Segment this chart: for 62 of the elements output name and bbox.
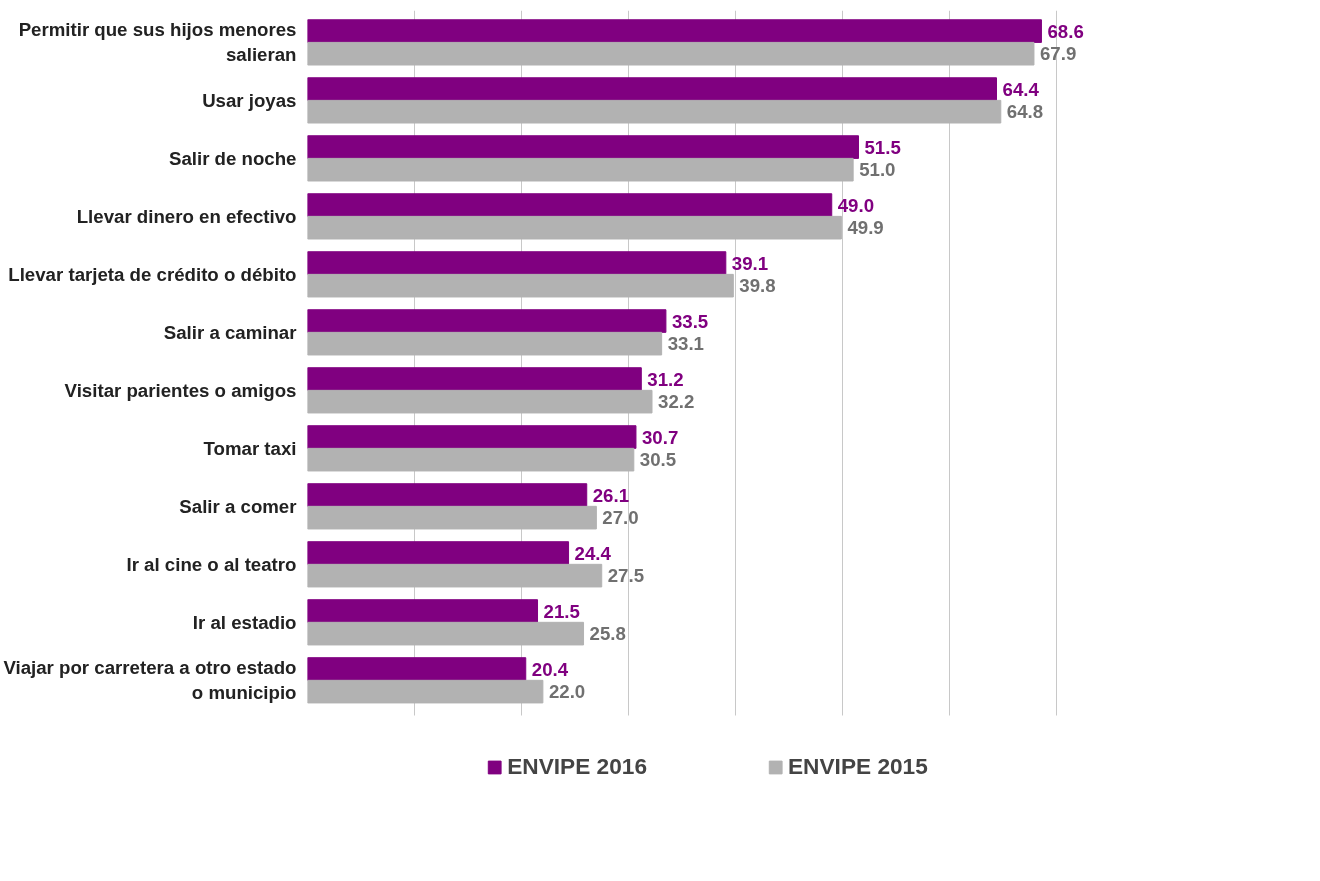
- bar: [307, 331, 663, 356]
- bar: [307, 99, 1002, 124]
- data-label: 39.8: [739, 275, 776, 297]
- bar: [307, 621, 585, 646]
- bar: [307, 389, 653, 414]
- bar: [307, 19, 1042, 43]
- bar: [307, 157, 854, 182]
- bar: [307, 273, 734, 298]
- data-label: 20.4: [531, 658, 569, 680]
- data-label: 30.5: [639, 449, 677, 471]
- bar: [307, 483, 588, 507]
- y-tick-label: Usar joyas: [202, 89, 297, 111]
- data-label: 64.4: [1002, 78, 1040, 100]
- y-tick-label: Salir a comer: [179, 495, 297, 517]
- y-tick-label: Visitar parientes o amigos: [64, 379, 297, 401]
- legend-label: ENVIPE 2015: [788, 753, 928, 780]
- data-label: 27.5: [607, 565, 645, 587]
- bar: [307, 367, 642, 391]
- y-tick-label: Llevar tarjeta de crédito o débito: [8, 263, 297, 285]
- legend-label: ENVIPE 2016: [507, 753, 647, 780]
- bar: [307, 135, 859, 159]
- bar: [307, 425, 637, 449]
- bar: [307, 77, 998, 101]
- data-label: 51.5: [864, 136, 901, 158]
- bar: [307, 679, 544, 704]
- data-label: 24.4: [574, 542, 612, 564]
- y-tick-label: Tomar taxi: [203, 437, 297, 459]
- data-label: 64.8: [1006, 101, 1044, 123]
- data-label: 68.6: [1047, 20, 1084, 42]
- data-label: 49.0: [837, 194, 875, 216]
- y-tick-label: Llevar dinero en efectivo: [76, 205, 297, 227]
- data-label: 33.1: [667, 333, 704, 355]
- data-label: 31.2: [647, 368, 684, 390]
- y-tick-label: Ir al estadio: [192, 611, 297, 633]
- data-label: 32.2: [658, 391, 695, 413]
- data-label: 33.5: [671, 310, 709, 332]
- bar: [307, 193, 833, 217]
- data-label: 25.8: [589, 623, 626, 645]
- data-label: 67.9: [1039, 43, 1077, 65]
- data-label: 21.5: [543, 600, 580, 622]
- bar: [307, 505, 597, 530]
- y-tick-label: Salir de noche: [168, 147, 297, 169]
- bar: [307, 309, 667, 333]
- data-label: 30.7: [641, 426, 679, 448]
- data-label: 27.0: [602, 507, 639, 529]
- bar: [307, 41, 1035, 66]
- data-label: 51.0: [859, 159, 896, 181]
- data-label: 39.1: [731, 252, 769, 274]
- y-tick-label: Permitir que sus hijos menores salieran: [18, 19, 297, 66]
- data-label: 26.1: [592, 484, 630, 506]
- data-label: 49.9: [847, 217, 884, 239]
- bar: [307, 447, 635, 472]
- bar: [307, 215, 842, 240]
- bar: [307, 563, 603, 588]
- y-tick-label: Salir a caminar: [163, 321, 297, 343]
- data-label: 22.0: [548, 681, 586, 703]
- y-tick-label: Viajar por carretera a otro estado o municipio: [3, 657, 297, 704]
- bar: [307, 251, 727, 275]
- bar: [307, 657, 527, 681]
- y-tick-label: Ir al cine o al teatro: [126, 553, 297, 575]
- bar: [307, 599, 539, 623]
- bar: [307, 541, 570, 565]
